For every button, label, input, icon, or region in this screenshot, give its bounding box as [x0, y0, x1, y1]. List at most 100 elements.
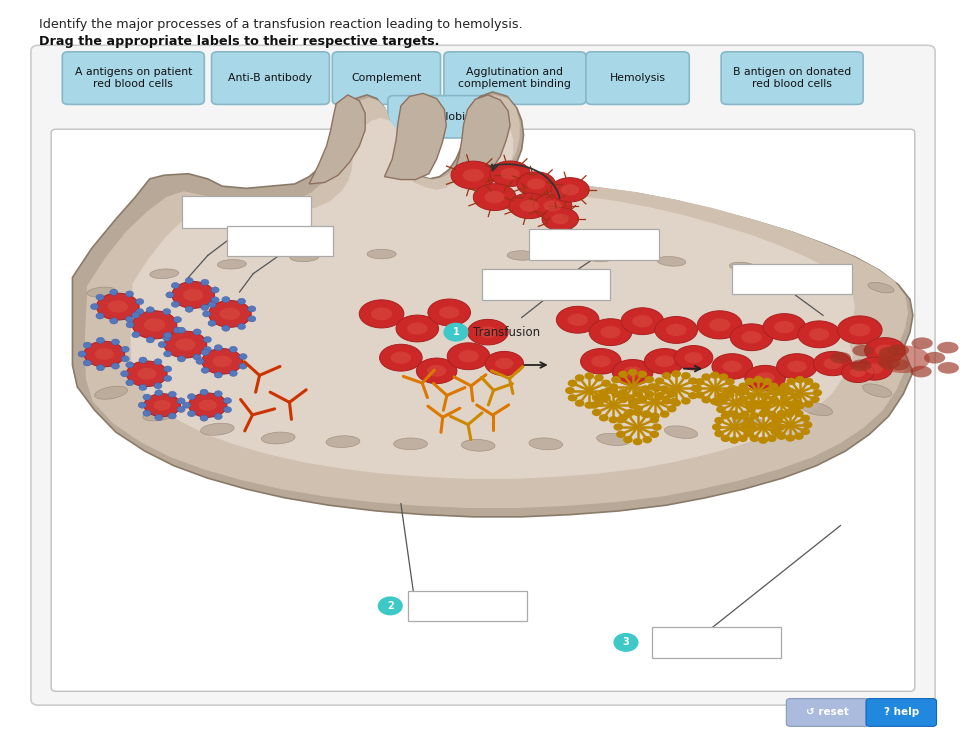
Circle shape	[96, 294, 104, 300]
Circle shape	[745, 417, 754, 424]
Ellipse shape	[877, 345, 930, 373]
Ellipse shape	[542, 207, 579, 231]
Circle shape	[247, 306, 256, 312]
Ellipse shape	[473, 184, 516, 210]
Ellipse shape	[665, 426, 697, 439]
Circle shape	[178, 327, 185, 334]
Text: 2: 2	[387, 601, 393, 611]
Ellipse shape	[798, 321, 840, 347]
Ellipse shape	[584, 252, 613, 262]
Circle shape	[803, 421, 812, 429]
Circle shape	[804, 377, 813, 385]
Ellipse shape	[371, 307, 392, 320]
Ellipse shape	[172, 282, 214, 308]
Ellipse shape	[520, 200, 539, 212]
Circle shape	[443, 323, 469, 342]
Circle shape	[633, 438, 642, 445]
Circle shape	[731, 386, 741, 393]
Circle shape	[725, 378, 735, 385]
Circle shape	[131, 312, 140, 318]
Circle shape	[776, 412, 785, 420]
Circle shape	[650, 383, 660, 391]
Ellipse shape	[742, 331, 762, 343]
Circle shape	[96, 313, 104, 319]
Circle shape	[671, 399, 681, 407]
Circle shape	[174, 317, 182, 323]
FancyBboxPatch shape	[332, 52, 440, 104]
Circle shape	[770, 415, 780, 422]
Text: A antigens on patient
red blood cells: A antigens on patient red blood cells	[74, 67, 192, 89]
Circle shape	[740, 411, 750, 418]
Circle shape	[609, 416, 618, 423]
Ellipse shape	[729, 262, 758, 272]
FancyBboxPatch shape	[529, 229, 659, 260]
Circle shape	[638, 371, 647, 378]
FancyBboxPatch shape	[732, 264, 852, 294]
Circle shape	[211, 287, 219, 293]
Circle shape	[691, 385, 700, 392]
Circle shape	[760, 406, 770, 413]
Circle shape	[701, 373, 711, 380]
Ellipse shape	[509, 193, 550, 219]
Ellipse shape	[655, 317, 697, 343]
Circle shape	[747, 393, 756, 400]
Ellipse shape	[407, 323, 428, 334]
Circle shape	[143, 410, 151, 416]
Text: 1: 1	[453, 327, 459, 337]
Circle shape	[669, 398, 679, 405]
Ellipse shape	[84, 342, 125, 366]
Circle shape	[650, 412, 660, 420]
Ellipse shape	[841, 362, 874, 383]
Polygon shape	[454, 95, 510, 178]
Polygon shape	[384, 93, 446, 180]
Circle shape	[655, 377, 665, 385]
Circle shape	[701, 396, 711, 404]
FancyBboxPatch shape	[31, 45, 935, 705]
Circle shape	[753, 402, 763, 410]
Ellipse shape	[813, 351, 852, 376]
Circle shape	[681, 372, 691, 380]
Circle shape	[812, 389, 822, 396]
Circle shape	[714, 430, 724, 437]
Ellipse shape	[543, 200, 562, 212]
Ellipse shape	[849, 323, 870, 337]
Ellipse shape	[597, 434, 630, 445]
Circle shape	[750, 435, 759, 442]
Circle shape	[238, 299, 245, 304]
Ellipse shape	[591, 356, 611, 367]
Ellipse shape	[220, 308, 240, 320]
Circle shape	[784, 388, 794, 395]
Ellipse shape	[556, 307, 599, 333]
Ellipse shape	[674, 345, 713, 370]
Circle shape	[178, 356, 185, 362]
Circle shape	[642, 436, 652, 443]
Circle shape	[609, 383, 618, 391]
Ellipse shape	[787, 361, 807, 372]
Circle shape	[736, 389, 746, 396]
Circle shape	[155, 415, 163, 420]
Circle shape	[601, 380, 611, 387]
Circle shape	[793, 399, 803, 407]
Circle shape	[183, 402, 190, 408]
Circle shape	[801, 428, 810, 435]
Ellipse shape	[552, 214, 569, 224]
Circle shape	[229, 346, 238, 353]
Circle shape	[747, 423, 756, 431]
Circle shape	[758, 399, 768, 407]
Circle shape	[784, 411, 794, 418]
Circle shape	[604, 387, 613, 394]
Circle shape	[628, 369, 638, 376]
Circle shape	[655, 392, 665, 399]
Circle shape	[667, 391, 676, 398]
Ellipse shape	[938, 362, 959, 374]
Circle shape	[97, 337, 104, 343]
Circle shape	[214, 345, 222, 350]
FancyBboxPatch shape	[62, 52, 205, 104]
Circle shape	[777, 410, 786, 417]
Circle shape	[201, 304, 209, 310]
Ellipse shape	[800, 402, 833, 415]
Circle shape	[738, 435, 748, 442]
Ellipse shape	[127, 361, 167, 387]
Circle shape	[640, 410, 650, 418]
Circle shape	[769, 383, 779, 390]
